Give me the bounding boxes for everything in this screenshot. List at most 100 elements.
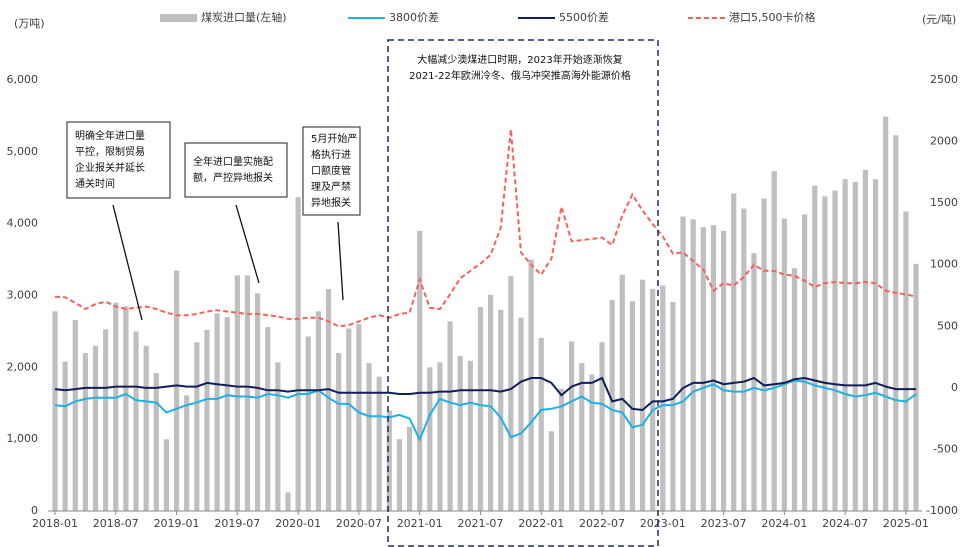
- y2-tick-label: -500: [933, 442, 958, 455]
- bar: [761, 198, 767, 511]
- annotation-text: 理及严禁: [311, 181, 351, 193]
- bar: [498, 309, 504, 511]
- bar: [862, 169, 868, 511]
- bar: [569, 341, 575, 511]
- bar: [386, 410, 392, 511]
- x-tick-label: 2024-07: [822, 517, 868, 530]
- x-tick-label: 2023-01: [640, 517, 686, 530]
- legend-label: 3800价差: [389, 10, 439, 24]
- bar: [538, 337, 544, 511]
- annotation-text: 5月开始严: [311, 132, 357, 145]
- line: [54, 129, 917, 328]
- bar: [731, 193, 737, 511]
- bar: [802, 214, 808, 511]
- x-tick-label: 2020-07: [336, 517, 382, 530]
- y2-tick-label: 2000: [930, 135, 958, 148]
- bar: [52, 311, 58, 511]
- bar: [295, 197, 301, 512]
- bar: [184, 395, 190, 511]
- bar: [589, 374, 595, 511]
- annotation-text: 全年进口量实施配: [193, 155, 273, 168]
- legend-label: 港口5,500卡价格: [729, 10, 816, 24]
- bar: [396, 439, 403, 511]
- bar: [508, 276, 514, 511]
- x-tick-label: 2022-01: [518, 517, 564, 530]
- bar: [244, 275, 251, 511]
- bar: [639, 279, 646, 511]
- bar: [893, 135, 899, 512]
- bar: [710, 225, 717, 511]
- x-tick-label: 2024-01: [761, 517, 807, 530]
- x-tick-label: 2019-07: [214, 517, 260, 530]
- y-tick-label: 2,000: [7, 360, 39, 373]
- annotation-arrow: [112, 204, 143, 321]
- bar: [832, 190, 838, 511]
- legend-label: 5500价差: [559, 10, 609, 24]
- bar: [457, 355, 463, 511]
- bar: [92, 345, 99, 511]
- y-tick-label: 3,000: [7, 289, 39, 302]
- bar: [194, 342, 200, 511]
- y2-tick-label: -1000: [926, 504, 958, 517]
- bar: [275, 362, 281, 511]
- bar: [660, 285, 666, 511]
- annotation-arrow: [337, 221, 344, 301]
- y2-tick-label: 0: [951, 381, 958, 394]
- bar: [619, 274, 625, 511]
- bar: [356, 324, 362, 511]
- x-tick-label: 2023-07: [701, 517, 747, 530]
- y2-tick-label: 500: [937, 319, 958, 332]
- y2-tick-label: 1000: [930, 258, 958, 271]
- bar: [113, 302, 119, 511]
- bar: [791, 268, 798, 511]
- x-tick-label: 2020-01: [275, 517, 321, 530]
- annotation-box: [184, 142, 288, 198]
- line: [54, 379, 917, 443]
- bar: [437, 362, 443, 511]
- bar: [467, 360, 473, 511]
- bar: [315, 311, 321, 511]
- y-tick-label: 4,000: [7, 217, 39, 230]
- bar: [417, 230, 423, 511]
- annotation-text: 平控，限制贸易: [75, 145, 145, 158]
- bar: [103, 329, 109, 511]
- bar: [255, 293, 261, 511]
- bar: [528, 259, 534, 511]
- period-note: 大幅减少澳煤进口时期，2023年开始逐渐恢复: [417, 53, 622, 66]
- bar: [629, 301, 636, 511]
- bar: [518, 317, 524, 511]
- bar: [670, 301, 676, 511]
- period-box: [387, 39, 659, 547]
- bar: [913, 263, 919, 511]
- bar: [265, 327, 271, 511]
- bar: [558, 388, 565, 511]
- bar: [609, 299, 615, 511]
- bar: [822, 196, 828, 511]
- period-note: 2021-22年欧洲冷冬、俄乌冲突推高海外能源价格: [409, 69, 631, 82]
- x-tick-label: 2019-01: [154, 517, 200, 530]
- bar: [305, 336, 311, 511]
- bar: [680, 216, 686, 511]
- bar: [285, 492, 291, 511]
- x-tick-label: 2021-07: [457, 517, 503, 530]
- bar: [406, 426, 413, 511]
- annotation-box: [302, 126, 361, 216]
- y-tick-label: 0: [31, 504, 38, 517]
- annotation-text: 明确全年进口量: [75, 129, 145, 142]
- x-tick-label: 2025-01: [883, 517, 929, 530]
- bar: [204, 329, 210, 511]
- bar: [234, 275, 240, 511]
- y-tick-label: 5,000: [7, 145, 39, 158]
- bar: [133, 331, 139, 511]
- annotation-text: 通关时间: [75, 177, 115, 190]
- x-tick-label: 2018-01: [32, 517, 78, 530]
- bar: [214, 313, 220, 511]
- x-tick-label: 2021-01: [397, 517, 443, 530]
- annotation-arrow: [235, 204, 260, 284]
- bar: [883, 116, 889, 511]
- bar: [336, 352, 342, 511]
- annotation-text: 口额度管: [311, 164, 351, 177]
- bar: [751, 253, 757, 511]
- bar: [477, 306, 484, 511]
